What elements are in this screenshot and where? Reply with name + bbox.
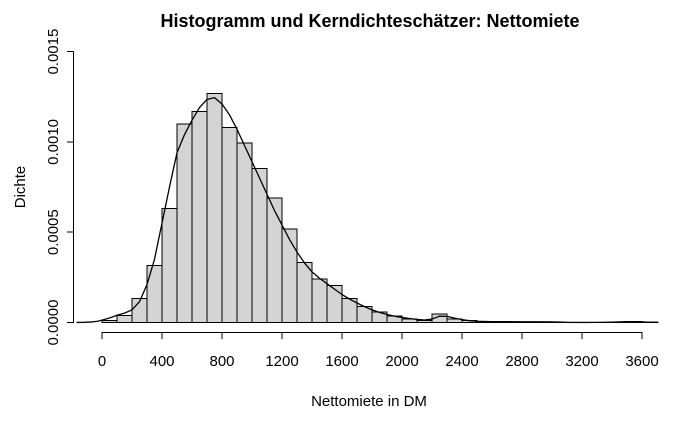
y-axis-tick-label: 0.0015 — [45, 29, 62, 75]
x-axis-tick-label: 1600 — [325, 353, 358, 370]
x-axis-tick-label: 1200 — [265, 353, 298, 370]
x-axis-tick-label: 3200 — [565, 353, 598, 370]
histogram-bar — [281, 228, 298, 323]
histogram-bar — [206, 92, 223, 323]
histogram-bar — [146, 264, 163, 323]
chart-title: Histogramm und Kerndichteschätzer: Netto… — [160, 11, 579, 31]
histogram-bar — [176, 123, 193, 323]
x-axis-tick-label: 2800 — [505, 353, 538, 370]
x-axis-tick-label: 400 — [149, 353, 174, 370]
y-axis-label: Dichte — [12, 166, 29, 209]
histogram-bar — [296, 262, 313, 324]
x-axis-tick-label: 3600 — [625, 353, 658, 370]
histogram-bar — [161, 208, 178, 323]
x-axis-tick-label: 2400 — [445, 353, 478, 370]
x-axis-tick-label: 800 — [209, 353, 234, 370]
y-axis-tick-label: 0.0005 — [45, 209, 62, 255]
histogram-bar — [266, 197, 283, 323]
histogram-bar — [326, 284, 343, 323]
x-axis-tick-label: 0 — [98, 353, 106, 370]
histogram-bar — [191, 111, 208, 323]
histogram-bar — [236, 142, 253, 323]
x-axis-tick-label: 2000 — [385, 353, 418, 370]
density-curve — [76, 97, 659, 324]
x-axis-label: Nettomiete in DM — [311, 393, 427, 410]
histogram-bar — [311, 278, 328, 323]
histogram-bar — [221, 126, 238, 324]
y-axis-tick-label: 0.0000 — [45, 300, 62, 346]
plot-layer: 0 400 800 1200 1600 2000 2400 2800 3200 3600 0.000… — [45, 29, 659, 370]
histogram-bar — [251, 168, 268, 323]
y-axis-tick-label: 0.0010 — [45, 119, 62, 165]
histogram-bar — [116, 314, 133, 324]
